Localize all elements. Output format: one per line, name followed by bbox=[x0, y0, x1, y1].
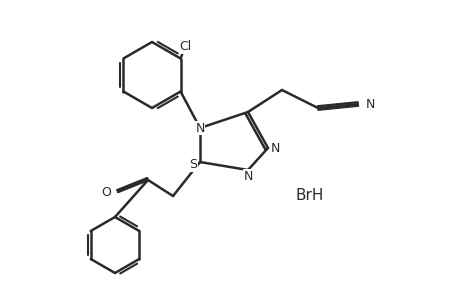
Text: N: N bbox=[243, 169, 252, 182]
Text: BrH: BrH bbox=[295, 188, 324, 202]
Text: S: S bbox=[189, 158, 196, 172]
Text: O: O bbox=[101, 185, 111, 199]
Text: Cl: Cl bbox=[179, 40, 191, 53]
Text: N: N bbox=[195, 122, 204, 134]
Text: N: N bbox=[270, 142, 279, 154]
Text: N: N bbox=[365, 98, 375, 110]
